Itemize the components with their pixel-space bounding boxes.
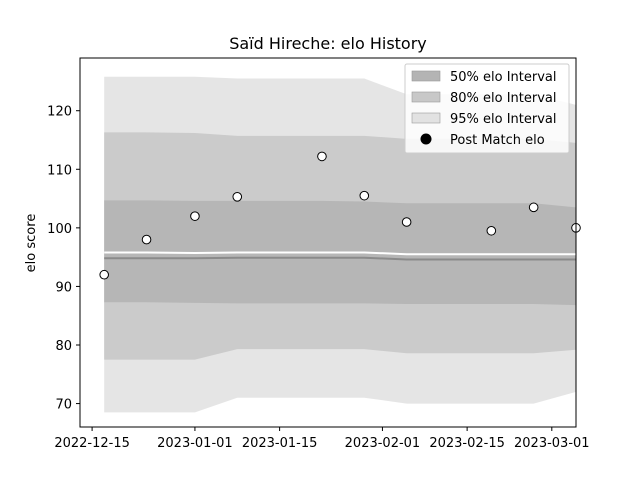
y-tick-label: 80: [55, 339, 72, 354]
x-axis: 2022-12-15 2023-01-01 2023-01-15 2023-02-01…: [54, 427, 590, 451]
x-tick-label: 2023-01-15: [242, 436, 318, 451]
data-point: [141, 234, 152, 245]
data-point: [401, 217, 412, 227]
data-point: [99, 269, 109, 280]
legend-swatch: [411, 91, 441, 103]
interval-bands: [104, 76, 576, 413]
plot-area-frame: [79, 57, 577, 428]
y-tick-label: 90: [55, 280, 72, 295]
legend-label: 50% elo Interval: [450, 70, 557, 85]
data-point: [359, 190, 370, 201]
y-tick-label: 100: [47, 222, 72, 237]
legend-box: [404, 63, 570, 154]
elo-lines: [104, 251, 576, 261]
data-point: [317, 151, 327, 162]
y-axis-label: elo score: [24, 214, 39, 273]
legend-swatch: [411, 112, 441, 124]
data-point: [486, 225, 497, 236]
upper-reference-line: [104, 251, 576, 256]
x-tick-label: 2023-02-01: [345, 436, 421, 451]
legend-label: 80% elo Interval: [450, 91, 557, 106]
x-tick-label: 2022-12-15: [54, 436, 130, 451]
legend-swatch: [411, 70, 441, 82]
y-tick-label: 110: [47, 163, 72, 178]
data-point: [528, 202, 539, 213]
x-tick-label: 2023-03-01: [514, 436, 590, 451]
legend-label: Post Match elo: [450, 133, 545, 148]
mean-elo-line: [104, 256, 576, 261]
chart-title: Saïd Hireche: elo History: [229, 34, 427, 53]
data-point: [232, 192, 243, 202]
y-tick-label: 120: [47, 105, 72, 120]
legend: 50% elo Interval 80% elo Interval 95% elo …: [404, 63, 570, 154]
legend-marker: [420, 133, 432, 145]
x-tick-label: 2023-02-15: [429, 436, 505, 451]
legend-label: 95% elo Interval: [450, 112, 557, 127]
y-tick-label: 70: [55, 398, 72, 413]
y-axis: 70 80 90 100 110 120: [47, 105, 80, 413]
post-match-points: [99, 151, 581, 280]
data-point: [190, 211, 200, 221]
x-tick-label: 2023-01-01: [157, 436, 233, 451]
